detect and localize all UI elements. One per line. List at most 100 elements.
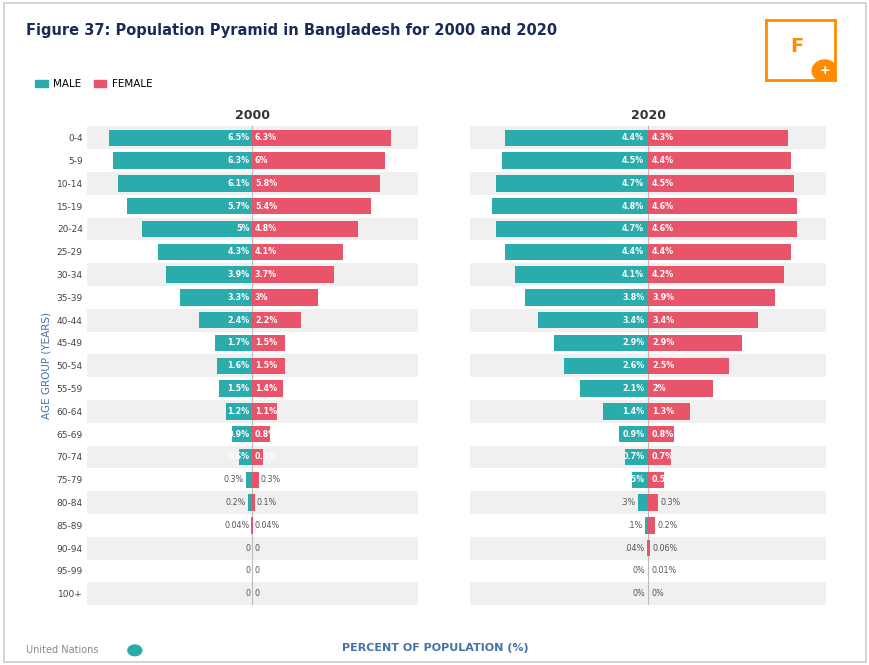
Text: 1.5%: 1.5% bbox=[228, 384, 249, 393]
Bar bbox=[87, 263, 417, 286]
Bar bbox=[647, 517, 653, 533]
Bar bbox=[252, 130, 391, 146]
Text: 4.4%: 4.4% bbox=[621, 133, 644, 142]
Bar bbox=[647, 175, 793, 192]
Text: 4.4%: 4.4% bbox=[651, 247, 673, 256]
Bar bbox=[245, 471, 252, 488]
Text: 4.6%: 4.6% bbox=[651, 201, 673, 211]
Bar bbox=[647, 334, 741, 351]
Bar bbox=[252, 175, 380, 192]
Bar bbox=[252, 289, 318, 305]
Bar bbox=[109, 130, 252, 146]
Circle shape bbox=[812, 60, 836, 82]
Bar bbox=[647, 449, 670, 465]
Text: 3.9%: 3.9% bbox=[651, 293, 673, 302]
Text: 4.4%: 4.4% bbox=[651, 156, 673, 165]
Text: 4.6%: 4.6% bbox=[651, 225, 673, 233]
Text: 0.5%: 0.5% bbox=[651, 475, 673, 484]
Text: 0.5%: 0.5% bbox=[621, 475, 644, 484]
Text: 2.6%: 2.6% bbox=[621, 361, 644, 370]
Bar bbox=[87, 195, 417, 217]
Bar bbox=[469, 559, 826, 583]
Bar bbox=[469, 263, 826, 286]
Text: 4.8%: 4.8% bbox=[621, 201, 644, 211]
Bar bbox=[647, 403, 689, 420]
Bar bbox=[252, 221, 358, 237]
Text: 0.04%: 0.04% bbox=[224, 521, 249, 530]
Bar bbox=[469, 491, 826, 514]
Text: 0.8%: 0.8% bbox=[651, 430, 673, 439]
Bar bbox=[537, 312, 647, 329]
Bar bbox=[638, 494, 647, 511]
Text: 0.3%: 0.3% bbox=[223, 475, 243, 484]
Title: 2020: 2020 bbox=[630, 110, 665, 122]
Text: 4.5%: 4.5% bbox=[621, 156, 644, 165]
Bar bbox=[216, 358, 252, 374]
Bar bbox=[252, 380, 282, 397]
Bar bbox=[563, 358, 647, 374]
Bar bbox=[495, 175, 647, 192]
Bar bbox=[647, 198, 796, 214]
Text: F: F bbox=[789, 37, 803, 57]
Text: 3.3%: 3.3% bbox=[228, 293, 249, 302]
Bar bbox=[647, 312, 758, 329]
Text: i: i bbox=[133, 646, 136, 655]
Bar bbox=[647, 426, 673, 442]
Text: 1.1%: 1.1% bbox=[255, 407, 276, 416]
Bar bbox=[117, 175, 252, 192]
Bar bbox=[113, 152, 252, 169]
Bar bbox=[647, 152, 790, 169]
Bar bbox=[469, 537, 826, 559]
Text: 5.8%: 5.8% bbox=[255, 179, 277, 188]
Bar bbox=[469, 354, 826, 377]
Bar bbox=[252, 358, 285, 374]
Text: 1.4%: 1.4% bbox=[255, 384, 276, 393]
Text: 1.2%: 1.2% bbox=[227, 407, 249, 416]
Bar bbox=[87, 446, 417, 468]
Text: 4.1%: 4.1% bbox=[255, 247, 276, 256]
Bar bbox=[469, 400, 826, 423]
Bar bbox=[87, 286, 417, 309]
Bar bbox=[501, 152, 647, 169]
Text: 0.3%: 0.3% bbox=[660, 498, 680, 507]
Bar bbox=[252, 334, 285, 351]
Y-axis label: AGE GROUP (YEARS): AGE GROUP (YEARS) bbox=[41, 313, 51, 419]
Bar bbox=[252, 243, 342, 260]
Bar bbox=[252, 471, 259, 488]
Text: 1.5%: 1.5% bbox=[255, 361, 276, 370]
Text: 2.2%: 2.2% bbox=[255, 316, 277, 325]
Bar bbox=[252, 267, 334, 283]
Bar bbox=[469, 423, 826, 446]
Bar bbox=[469, 126, 826, 149]
Text: 6%: 6% bbox=[255, 156, 269, 165]
Bar bbox=[252, 198, 371, 214]
Text: .1%: .1% bbox=[627, 521, 641, 530]
Text: 0.7%: 0.7% bbox=[651, 452, 673, 462]
Bar bbox=[647, 540, 649, 557]
Text: 0: 0 bbox=[255, 589, 259, 599]
Bar bbox=[554, 334, 647, 351]
Text: 0: 0 bbox=[255, 567, 259, 575]
Text: 4.3%: 4.3% bbox=[651, 133, 673, 142]
Text: 0.04%: 0.04% bbox=[255, 521, 280, 530]
Bar bbox=[647, 221, 796, 237]
Bar bbox=[87, 491, 417, 514]
Text: 1.7%: 1.7% bbox=[228, 338, 249, 347]
Text: 1.3%: 1.3% bbox=[651, 407, 673, 416]
Text: 6.3%: 6.3% bbox=[255, 133, 276, 142]
Bar bbox=[514, 267, 647, 283]
Text: 2.5%: 2.5% bbox=[651, 361, 673, 370]
Bar bbox=[252, 312, 301, 329]
Text: 5.4%: 5.4% bbox=[255, 201, 276, 211]
Bar bbox=[495, 221, 647, 237]
Text: 2.9%: 2.9% bbox=[621, 338, 644, 347]
Bar bbox=[87, 217, 417, 240]
Text: 3.7%: 3.7% bbox=[255, 270, 276, 279]
Text: 4.4%: 4.4% bbox=[621, 247, 644, 256]
Bar bbox=[469, 514, 826, 537]
Bar bbox=[602, 403, 647, 420]
Title: 2000: 2000 bbox=[235, 110, 269, 122]
Bar bbox=[644, 517, 647, 533]
Text: 0.1%: 0.1% bbox=[256, 498, 276, 507]
Bar bbox=[647, 289, 773, 305]
